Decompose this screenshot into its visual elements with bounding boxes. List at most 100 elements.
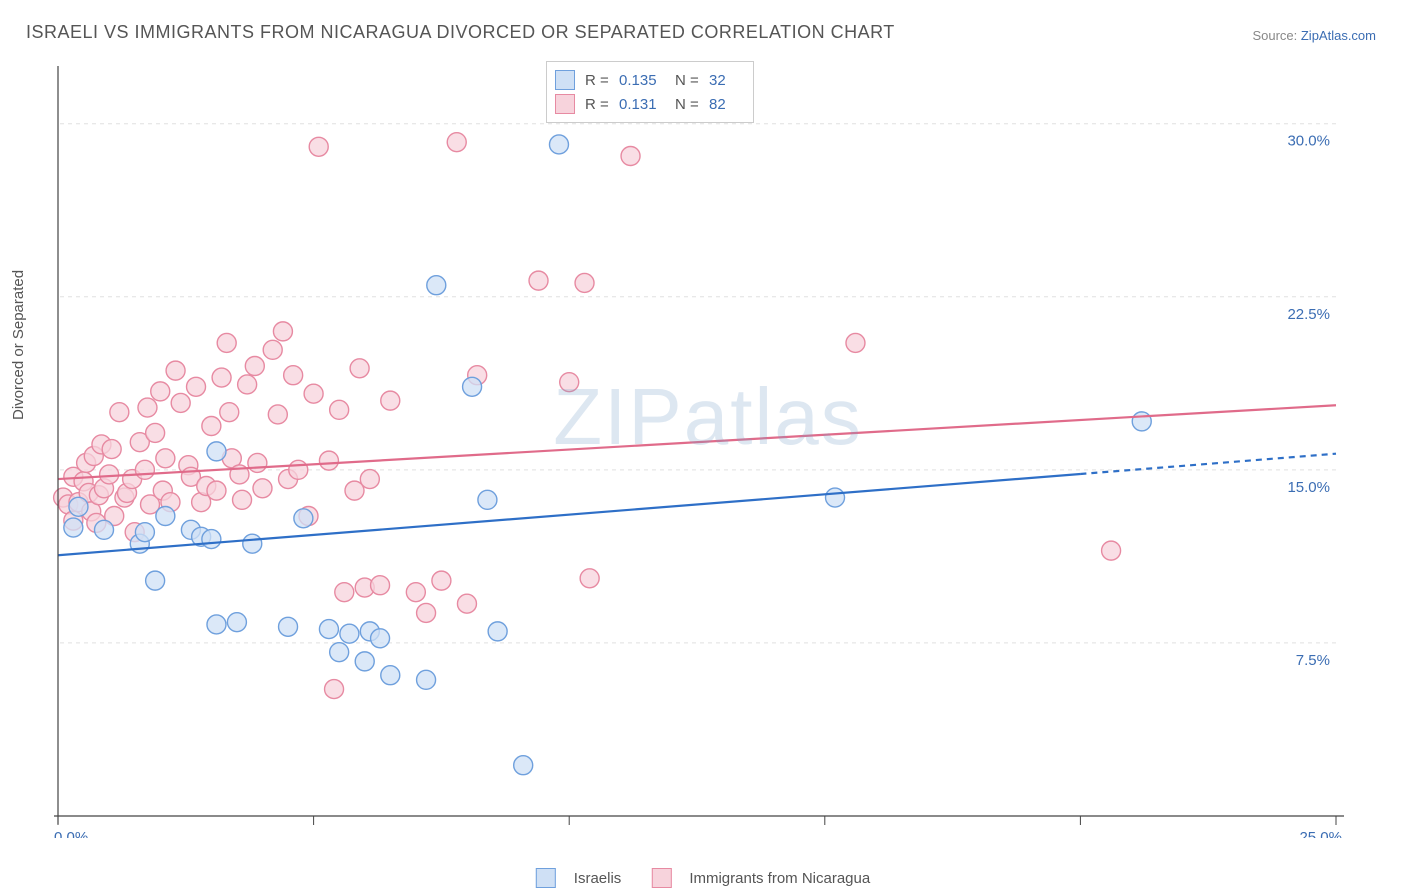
chart-title: ISRAELI VS IMMIGRANTS FROM NICARAGUA DIV… — [26, 22, 895, 43]
scatter-point — [245, 357, 264, 376]
r-label: R = — [585, 72, 619, 89]
n-label: N = — [675, 96, 709, 113]
scatter-point — [330, 643, 349, 662]
n-value: 32 — [709, 72, 739, 89]
y-axis-label: Divorced or Separated — [10, 270, 27, 420]
scatter-point — [64, 518, 83, 537]
legend-swatch — [536, 868, 556, 888]
stats-legend-box: R = 0.135N = 32R = 0.131N = 82 — [546, 61, 754, 123]
scatter-point — [135, 523, 154, 542]
series-legend: Israelis Immigrants from Nicaragua — [536, 868, 870, 888]
scatter-point — [151, 382, 170, 401]
scatter-point — [488, 622, 507, 641]
scatter-point — [135, 460, 154, 479]
scatter-point — [166, 361, 185, 380]
scatter-point — [406, 583, 425, 602]
scatter-point — [432, 571, 451, 590]
scatter-point — [478, 490, 497, 509]
scatter-point — [340, 624, 359, 643]
scatter-point — [268, 405, 287, 424]
legend-swatch — [555, 94, 575, 114]
scatter-point — [371, 629, 390, 648]
scatter-point — [621, 147, 640, 166]
scatter-point — [417, 670, 436, 689]
scatter-point — [212, 368, 231, 387]
scatter-point — [457, 594, 476, 613]
stats-row: R = 0.135N = 32 — [555, 68, 739, 92]
source-prefix: Source: — [1252, 28, 1300, 43]
scatter-point — [220, 403, 239, 422]
scatter-point — [138, 398, 157, 417]
scatter-point — [243, 534, 262, 553]
scatter-point — [238, 375, 257, 394]
legend-swatch — [555, 70, 575, 90]
scatter-point — [514, 756, 533, 775]
legend-label: Israelis — [574, 870, 622, 887]
scatter-point — [427, 276, 446, 295]
scatter-point — [560, 373, 579, 392]
chart-area: ZIPatlas 7.5%15.0%22.5%30.0%0.0%25.0% R … — [48, 58, 1368, 838]
scatter-point — [202, 530, 221, 549]
scatter-point — [1132, 412, 1151, 431]
scatter-point — [371, 576, 390, 595]
n-value: 82 — [709, 96, 739, 113]
scatter-point — [417, 603, 436, 622]
y-tick-label: 22.5% — [1287, 306, 1330, 323]
scatter-point — [284, 366, 303, 385]
legend-item: Immigrants from Nicaragua — [651, 868, 870, 888]
scatter-point — [309, 137, 328, 156]
scatter-point — [1102, 541, 1121, 560]
scatter-point — [207, 615, 226, 634]
trend-line — [58, 405, 1336, 479]
scatter-point — [146, 423, 165, 442]
scatter-point — [273, 322, 292, 341]
scatter-point — [263, 340, 282, 359]
scatter-point — [248, 453, 267, 472]
scatter-point — [381, 391, 400, 410]
n-label: N = — [675, 72, 709, 89]
x-tick-label: 25.0% — [1299, 829, 1342, 838]
scatter-point — [233, 490, 252, 509]
stats-row: R = 0.131N = 82 — [555, 92, 739, 116]
y-tick-label: 30.0% — [1287, 133, 1330, 150]
scatter-point — [360, 470, 379, 489]
scatter-point — [227, 613, 246, 632]
r-label: R = — [585, 96, 619, 113]
scatter-point — [253, 479, 272, 498]
scatter-point — [304, 384, 323, 403]
scatter-point — [95, 520, 114, 539]
scatter-point — [330, 400, 349, 419]
scatter-point — [100, 465, 119, 484]
scatter-point — [202, 417, 221, 436]
scatter-point — [69, 497, 88, 516]
scatter-point — [102, 440, 121, 459]
scatter-point — [289, 460, 308, 479]
legend-swatch — [651, 868, 671, 888]
scatter-point — [350, 359, 369, 378]
scatter-point — [335, 583, 354, 602]
source-citation: Source: ZipAtlas.com — [1252, 28, 1376, 43]
scatter-point — [171, 393, 190, 412]
scatter-point — [447, 133, 466, 152]
scatter-point — [217, 333, 236, 352]
legend-item: Israelis — [536, 868, 622, 888]
scatter-point — [207, 442, 226, 461]
r-value: 0.135 — [619, 72, 675, 89]
scatter-point — [575, 273, 594, 292]
trend-line-extrapolated — [1080, 454, 1336, 474]
scatter-point — [529, 271, 548, 290]
r-value: 0.131 — [619, 96, 675, 113]
scatter-point — [294, 509, 313, 528]
scatter-point — [110, 403, 129, 422]
scatter-point — [156, 507, 175, 526]
scatter-point — [381, 666, 400, 685]
scatter-point — [156, 449, 175, 468]
scatter-point — [549, 135, 568, 154]
scatter-point — [580, 569, 599, 588]
legend-label: Immigrants from Nicaragua — [689, 870, 870, 887]
scatter-point — [319, 620, 338, 639]
scatter-point — [463, 377, 482, 396]
scatter-point — [325, 680, 344, 699]
scatter-point — [207, 481, 226, 500]
source-link[interactable]: ZipAtlas.com — [1301, 28, 1376, 43]
